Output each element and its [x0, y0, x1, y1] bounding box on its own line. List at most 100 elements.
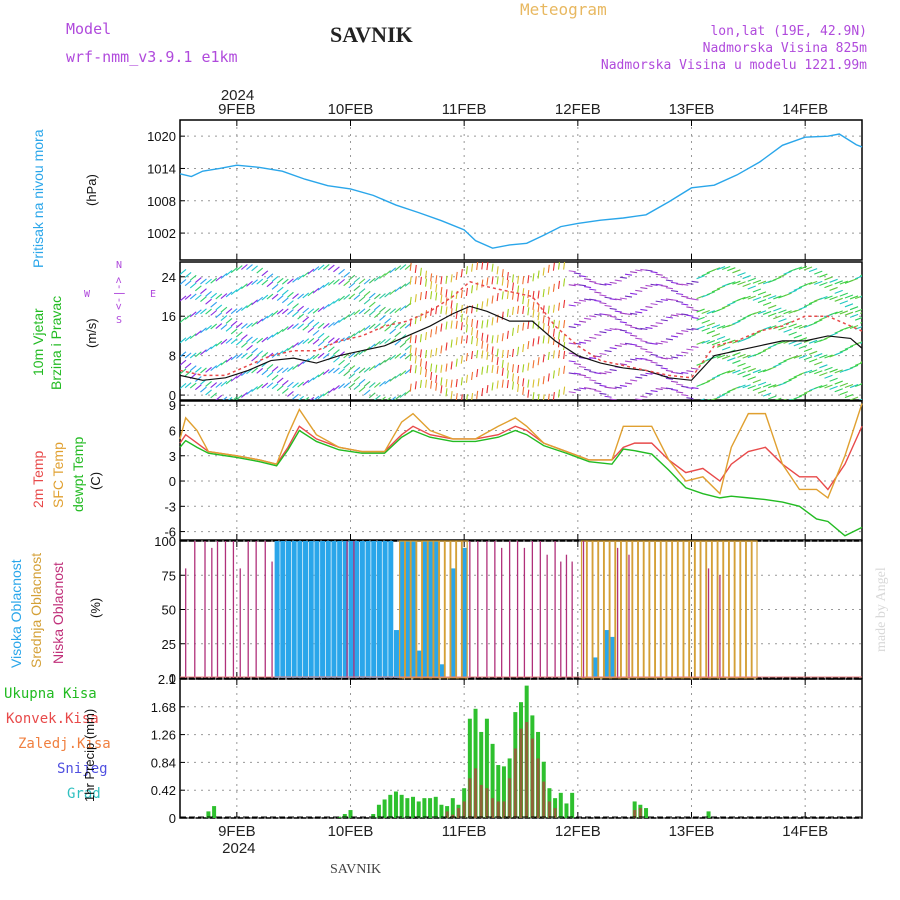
- wind-arrow: [491, 382, 494, 391]
- wind-arrow: [215, 394, 223, 400]
- wind-arrow: [317, 306, 325, 313]
- wind-arrow: [829, 286, 838, 291]
- wind-arrow: [793, 266, 802, 271]
- wind-arrow: [338, 359, 345, 366]
- lonlat-label: lon,lat (19E, 42.9N): [710, 24, 867, 39]
- wind-arrow: [676, 354, 684, 357]
- wind-arrow: [645, 284, 653, 287]
- wind-arrow: [399, 370, 407, 377]
- wind-arrow: [486, 343, 489, 352]
- wind-arrow: [353, 366, 361, 373]
- cloud-high-bar: [592, 657, 598, 678]
- wind-arrow: [465, 374, 468, 383]
- wind-arrow: [445, 363, 448, 372]
- wind-arrow: [312, 329, 320, 336]
- cloud-high-bar: [405, 541, 411, 678]
- wind-arrow: [440, 323, 443, 332]
- wind-arrow: [793, 334, 802, 339]
- wind-arrow: [491, 276, 494, 285]
- wind-arrow: [180, 337, 187, 344]
- wind-arrow: [537, 357, 540, 366]
- wind-arrow: [665, 287, 674, 290]
- wind-arrow: [496, 293, 499, 302]
- wind-arrow: [307, 377, 315, 384]
- wind-arrow: [189, 382, 197, 389]
- wind-arrow: [584, 339, 592, 342]
- wind-arrow: [594, 355, 602, 358]
- cloud-high-bar: [388, 541, 394, 678]
- wind-arrow: [660, 298, 668, 302]
- wind-arrow: [471, 371, 474, 380]
- wind-arrow: [215, 382, 223, 388]
- precip-convective-bar: [513, 748, 517, 818]
- wind-arrow: [220, 323, 228, 330]
- legend-snow: Snijeg: [57, 761, 108, 777]
- wind-arrow: [768, 295, 777, 300]
- wind-arrow: [353, 384, 361, 391]
- wind-arrow: [798, 265, 808, 270]
- wind-arrow: [506, 290, 509, 300]
- wind-arrow: [788, 355, 797, 360]
- precip-convective-bar: [633, 810, 637, 818]
- wind-arrow: [327, 387, 335, 394]
- wind-arrow: [430, 380, 433, 389]
- wind-arrow: [706, 322, 716, 327]
- wind-arrow: [297, 293, 304, 300]
- precip-total-bar: [564, 803, 569, 818]
- wind-arrow: [384, 325, 391, 332]
- wind-arrow: [501, 291, 504, 300]
- wind-arrow: [640, 308, 648, 311]
- wind-arrow: [333, 367, 340, 374]
- wind-arrow: [568, 270, 576, 273]
- wind-arrow: [578, 284, 587, 287]
- cloud-mid-bar: [740, 540, 747, 679]
- wind-arrow: [614, 344, 622, 347]
- wind-arrow: [676, 332, 684, 335]
- wind-arrow: [768, 384, 777, 389]
- wind-arrow: [363, 366, 371, 373]
- wind-arrow: [235, 322, 243, 329]
- wind-arrow: [205, 278, 212, 285]
- cloud-mid-bar: [643, 540, 650, 679]
- wind-arrow: [343, 271, 351, 278]
- wind-arrow: [256, 267, 264, 274]
- cloud-high-bar: [314, 541, 320, 678]
- footer-station: SAVNIK: [330, 862, 382, 877]
- wind-arrow: [298, 395, 304, 400]
- wind-arrow: [200, 386, 207, 393]
- wind-arrow: [338, 268, 345, 275]
- wind-arrow: [742, 354, 751, 359]
- wind-arrow: [594, 299, 602, 302]
- wind-arrow: [696, 308, 705, 313]
- wind-arrow: [757, 299, 767, 304]
- wind-arrow: [578, 275, 587, 278]
- wind-arrow: [563, 350, 566, 360]
- wind-arrow: [241, 391, 248, 398]
- wind-arrow: [440, 294, 443, 303]
- wind-arrow: [445, 342, 448, 351]
- wind-arrow: [686, 397, 694, 400]
- wind-arrow: [409, 345, 412, 354]
- wind-arrow: [220, 338, 228, 345]
- wind-arrow: [302, 338, 310, 345]
- wind-arrow: [379, 338, 386, 345]
- wind-arrow: [460, 377, 463, 386]
- wind-arrow: [594, 372, 602, 375]
- wind-arrow: [860, 361, 862, 364]
- wind-arrow: [552, 350, 555, 359]
- wind-arrow: [225, 308, 233, 314]
- wind-arrow: [496, 334, 499, 343]
- wind-arrow: [829, 385, 838, 390]
- wind-arrow: [630, 312, 638, 315]
- wind-arrow: [589, 280, 597, 283]
- date-label-top: 13FEB: [669, 101, 715, 118]
- wind-arrow: [384, 337, 391, 344]
- wind-arrow: [358, 367, 366, 374]
- wind-arrow: [266, 382, 274, 389]
- wind-arrow: [380, 396, 386, 400]
- wind-arrow: [491, 295, 494, 304]
- wind-arrow: [450, 379, 453, 388]
- wind-arrow: [635, 376, 643, 379]
- wind-arrow: [686, 314, 694, 317]
- cloud-mid-bar: [649, 540, 656, 679]
